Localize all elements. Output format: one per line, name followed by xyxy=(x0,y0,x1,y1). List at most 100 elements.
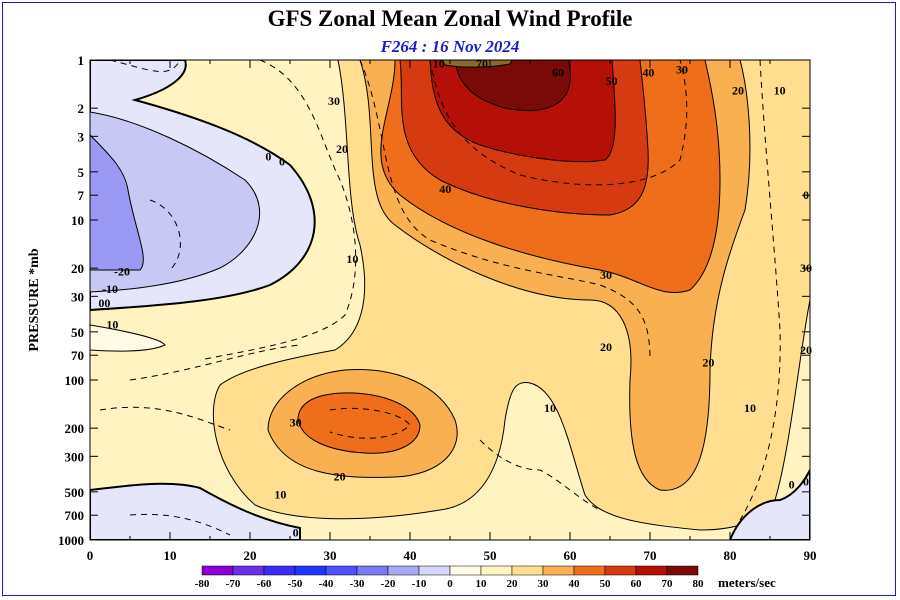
dashed-contour-b xyxy=(199,60,357,361)
dashed-contour-f xyxy=(479,439,601,511)
x-tick-label: 70 xyxy=(644,548,657,563)
dashed-contour-g xyxy=(739,60,781,521)
legend-tick-label: 0 xyxy=(447,578,453,590)
y-tick-label: 70 xyxy=(71,348,84,363)
legend-swatch xyxy=(511,565,544,576)
contour-label: 0 xyxy=(293,526,299,540)
x-tick-label: 30 xyxy=(324,548,337,563)
contour-label: 10 xyxy=(274,488,286,502)
y-tick-label: 5 xyxy=(78,165,85,180)
legend-tick-label: -40 xyxy=(319,578,334,590)
contour-label: 10 xyxy=(744,401,756,415)
legend-tick-label: -20 xyxy=(381,578,396,590)
legend-tick-label: 50 xyxy=(600,578,612,590)
x-tick-label: 60 xyxy=(564,548,577,563)
contour-label: 20 xyxy=(702,356,714,370)
fill-neg-20-30-upper xyxy=(90,134,144,271)
contour-label: 00 xyxy=(98,296,110,310)
legend-swatch xyxy=(573,565,606,576)
chart-title: GFS Zonal Mean Zonal Wind Profile xyxy=(267,6,633,31)
legend-tick-label: 60 xyxy=(631,578,643,590)
contour-label: 0 xyxy=(265,149,271,163)
x-tick-label: 20 xyxy=(244,548,257,563)
contour-label: 20 xyxy=(600,340,612,354)
legend-swatch xyxy=(387,565,420,576)
fill-60-70-jet xyxy=(454,60,571,111)
legend-swatch xyxy=(604,565,637,576)
contour-label: 20 xyxy=(336,142,348,156)
legend-tick-label: -60 xyxy=(257,578,272,590)
legend-swatch xyxy=(666,565,699,576)
y-tick-label: 3 xyxy=(78,129,85,144)
color-legend: -80 -70 -60 -50 -40 -30 -20 -10 0 10 20 30 40 50 60 70 8… xyxy=(195,565,776,590)
y-tick-label: 7 xyxy=(78,188,85,203)
legend-swatch xyxy=(263,565,296,576)
contour-fill-layer xyxy=(90,60,810,540)
contour-label: 0 xyxy=(279,154,285,168)
legend-swatch xyxy=(542,565,575,576)
x-tick-label: 0 xyxy=(87,548,94,563)
dashed-contour-i xyxy=(129,513,231,536)
contour-label: 30 xyxy=(600,268,612,282)
y-axis-label: PRESSURE *mb xyxy=(27,248,42,351)
legend-tick-label: 10 xyxy=(476,578,488,590)
dashed-contour-c xyxy=(429,60,688,186)
legend-swatch xyxy=(294,565,327,576)
contour-label: 70 xyxy=(476,56,488,70)
fill-30-40-subtropical xyxy=(297,392,421,454)
legend-swatch xyxy=(325,565,358,576)
y-tick-label: 2 xyxy=(78,101,85,116)
x-tick-label: 50 xyxy=(484,548,497,563)
contour-label: 40 xyxy=(642,66,654,80)
legend-tick-label: 80 xyxy=(693,578,705,590)
contour-label: 0 xyxy=(789,478,795,492)
fill-70-80-jet xyxy=(441,60,513,68)
contour-label: 20 xyxy=(800,343,812,357)
dashed-contour-h xyxy=(109,60,181,271)
legend-swatch xyxy=(635,565,668,576)
contour-label: 0 xyxy=(803,474,809,488)
y-tick-label: 100 xyxy=(65,373,85,388)
legend-swatch xyxy=(201,565,234,576)
legend-tick-label: 70 xyxy=(662,578,674,590)
legend-swatch xyxy=(418,565,451,576)
legend-swatch xyxy=(480,565,513,576)
contour-label: 20 xyxy=(732,83,744,97)
dashed-contour-d xyxy=(99,344,301,431)
legend-swatch xyxy=(232,565,265,576)
contour-label: 0 xyxy=(803,188,809,202)
legend-tick-label: -50 xyxy=(288,578,303,590)
y-tick-label: 20 xyxy=(71,261,84,276)
legend-tick-label: 40 xyxy=(569,578,581,590)
contour-label: -10 xyxy=(102,282,118,296)
y-tick-label: 300 xyxy=(65,449,85,464)
y-tick-label: 1000 xyxy=(58,533,84,548)
y-tick-label: 1 xyxy=(78,53,85,68)
legend-tick-label: -80 xyxy=(195,578,210,590)
contour-label: -20 xyxy=(114,265,130,279)
y-tick-label: 500 xyxy=(65,485,85,500)
contour-label: 40 xyxy=(439,182,451,196)
legend-tick-label: 30 xyxy=(538,578,550,590)
fill-neg-surface-south xyxy=(90,482,301,540)
y-tick-label: 30 xyxy=(71,289,84,304)
y-tick-label: 200 xyxy=(65,421,85,436)
y-tick-label: 10 xyxy=(71,213,84,228)
fill-0-10-tropics xyxy=(90,324,166,352)
y-tick-label: 50 xyxy=(71,325,84,340)
contour-label: 10 xyxy=(346,252,358,266)
contour-label: 30 xyxy=(290,416,302,430)
contour-label: 10 xyxy=(774,83,786,97)
contour-label: 10 xyxy=(433,56,445,70)
contour-label: 30 xyxy=(676,63,688,77)
contour-label: 20 xyxy=(334,469,346,483)
legend-tick-label: -30 xyxy=(350,578,365,590)
axes-layer: 0 10 20 30 40 50 60 70 80 90123571020305070100200… xyxy=(58,53,817,563)
legend-unit: meters/sec xyxy=(718,575,776,590)
contour-label: 30 xyxy=(800,261,812,275)
x-tick-label: 10 xyxy=(164,548,177,563)
